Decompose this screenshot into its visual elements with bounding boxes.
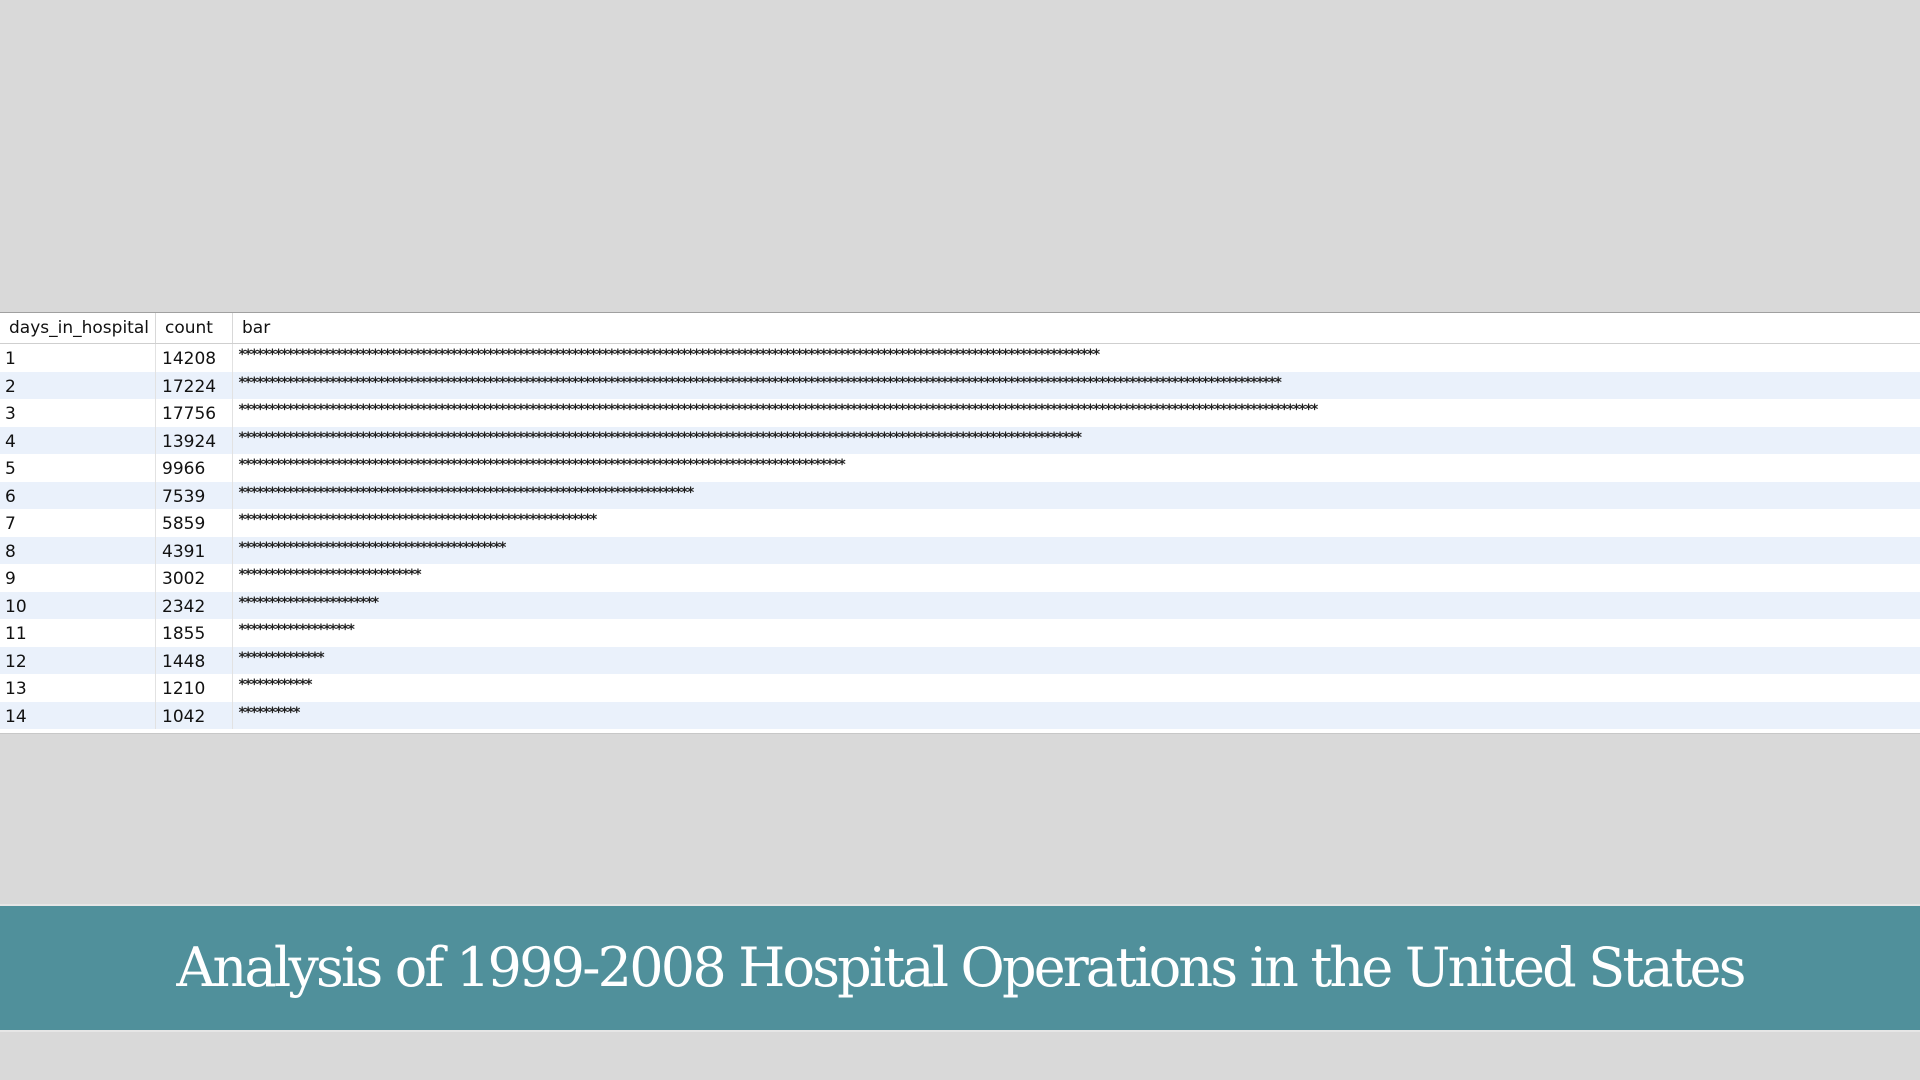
cell-count[interactable]: 4391: [156, 536, 233, 564]
cell-bar[interactable]: ****************************************…: [238, 347, 1101, 363]
cell-days-in-hospital[interactable]: 11: [0, 619, 156, 647]
cell-days-in-hospital[interactable]: 12: [0, 646, 156, 674]
table-row[interactable]: 13 1210 ************: [0, 674, 1920, 702]
cell-days-in-hospital[interactable]: 7: [0, 509, 156, 537]
column-header-days-in-hospital[interactable]: days_in_hospital: [0, 313, 156, 343]
cell-days-in-hospital[interactable]: 2: [0, 371, 156, 399]
cell-days-in-hospital[interactable]: 8: [0, 536, 156, 564]
cell-bar[interactable]: *******************: [238, 622, 355, 638]
table-row[interactable]: 9 3002 ******************************: [0, 564, 1920, 592]
cell-bar[interactable]: ****************************************…: [238, 539, 507, 556]
cell-count[interactable]: 1855: [156, 619, 233, 647]
title-band: Analysis of 1999-2008 Hospital Operation…: [0, 904, 1920, 1032]
cell-count[interactable]: 17224: [156, 371, 233, 399]
column-header-bar[interactable]: bar: [242, 318, 271, 338]
cell-days-in-hospital[interactable]: 5: [0, 454, 156, 482]
cell-bar[interactable]: **********: [238, 704, 301, 721]
cell-days-in-hospital[interactable]: 13: [0, 674, 156, 702]
slide-title: Analysis of 1999-2008 Hospital Operation…: [176, 936, 1746, 999]
cell-bar[interactable]: ************: [238, 677, 313, 693]
cell-bar[interactable]: ****************************************…: [238, 484, 695, 501]
grid-header-row: days_in_hospital count bar: [0, 313, 1920, 344]
cell-count[interactable]: 2342: [156, 591, 233, 619]
cell-count[interactable]: 3002: [156, 564, 233, 592]
cell-count[interactable]: 5859: [156, 509, 233, 537]
table-row[interactable]: 14 1042 **********: [0, 701, 1920, 729]
column-header-count[interactable]: count: [156, 313, 233, 343]
cell-days-in-hospital[interactable]: 3: [0, 399, 156, 427]
cell-days-in-hospital[interactable]: 9: [0, 564, 156, 592]
table-row[interactable]: 10 2342 ***********************: [0, 591, 1920, 619]
results-grid: days_in_hospital count bar 1 14208 *******…: [0, 312, 1920, 734]
cell-days-in-hospital[interactable]: 1: [0, 344, 156, 372]
table-row[interactable]: 4 13924 **********************************…: [0, 426, 1920, 454]
cell-bar[interactable]: ***********************: [238, 594, 380, 611]
cell-bar[interactable]: ****************************************…: [238, 512, 598, 528]
cell-days-in-hospital[interactable]: 6: [0, 481, 156, 509]
cell-count[interactable]: 1042: [156, 701, 233, 729]
cell-count[interactable]: 1210: [156, 674, 233, 702]
cell-days-in-hospital[interactable]: 10: [0, 591, 156, 619]
cell-count[interactable]: 7539: [156, 481, 233, 509]
table-row[interactable]: 8 4391 ***********************************…: [0, 536, 1920, 564]
cell-bar[interactable]: ******************************: [238, 567, 422, 583]
cell-bar[interactable]: ****************************************…: [238, 374, 1282, 391]
cell-count[interactable]: 9966: [156, 454, 233, 482]
cell-count[interactable]: 14208: [156, 344, 233, 372]
cell-count[interactable]: 1448: [156, 646, 233, 674]
cell-bar[interactable]: ****************************************…: [238, 429, 1083, 446]
cell-bar[interactable]: ****************************************…: [238, 402, 1319, 418]
cell-bar[interactable]: ****************************************…: [238, 457, 846, 473]
cell-days-in-hospital[interactable]: 14: [0, 701, 156, 729]
table-row[interactable]: 3 17756 **********************************…: [0, 399, 1920, 427]
table-row[interactable]: 5 9966 ***********************************…: [0, 454, 1920, 482]
cell-days-in-hospital[interactable]: 4: [0, 426, 156, 454]
cell-count[interactable]: 13924: [156, 426, 233, 454]
table-row[interactable]: 12 1448 **************: [0, 646, 1920, 674]
cell-count[interactable]: 17756: [156, 399, 233, 427]
table-row[interactable]: 2 17224 **********************************…: [0, 371, 1920, 399]
table-row[interactable]: 7 5859 ***********************************…: [0, 509, 1920, 537]
table-row[interactable]: 6 7539 ***********************************…: [0, 481, 1920, 509]
table-row[interactable]: 1 14208 **********************************…: [0, 344, 1920, 372]
table-row[interactable]: 11 1855 *******************: [0, 619, 1920, 647]
cell-bar[interactable]: **************: [238, 649, 325, 666]
